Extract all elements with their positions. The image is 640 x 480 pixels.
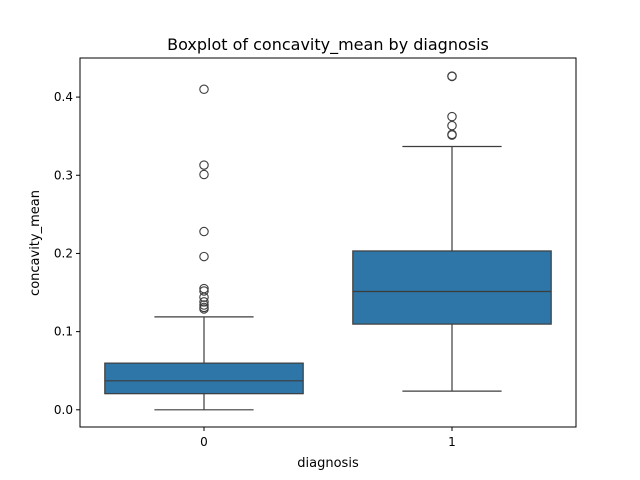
y-tick-label: 0.4 (54, 90, 73, 104)
outlier-point (199, 304, 209, 314)
outlier-point (447, 120, 457, 131)
outlier-point (199, 169, 209, 180)
outlier-point (199, 300, 209, 310)
y-axis: 0.0 0.1 0.2 0.3 0.4 (54, 90, 80, 417)
outlier-point (199, 251, 209, 262)
plot-frame (79, 57, 577, 428)
outlier-point (199, 160, 209, 170)
outlier-point (447, 111, 457, 122)
x-axis-label: diagnosis (297, 456, 359, 471)
outlier-point (199, 292, 209, 302)
plot-area (104, 71, 552, 411)
y-tick-label: 0.0 (54, 403, 73, 417)
y-axis-label: concavity_mean (28, 190, 43, 296)
box-group-1 (352, 71, 552, 392)
y-tick-label: 0.3 (54, 168, 73, 182)
outlier-point (199, 286, 209, 296)
x-tick-label: 1 (448, 435, 456, 449)
outlier-point (447, 71, 457, 82)
box-group-0 (104, 84, 304, 411)
outlier-point (199, 84, 209, 95)
chart-title: Boxplot of concavity_mean by diagnosis (167, 35, 489, 55)
outlier-point (447, 130, 457, 140)
y-tick-label: 0.2 (54, 246, 73, 260)
x-tick-label: 0 (200, 435, 208, 449)
box-iqr (352, 250, 552, 325)
y-tick-label: 0.1 (54, 325, 73, 339)
box-iqr (104, 362, 304, 395)
outlier-point (199, 226, 209, 237)
outlier-point (199, 297, 209, 307)
